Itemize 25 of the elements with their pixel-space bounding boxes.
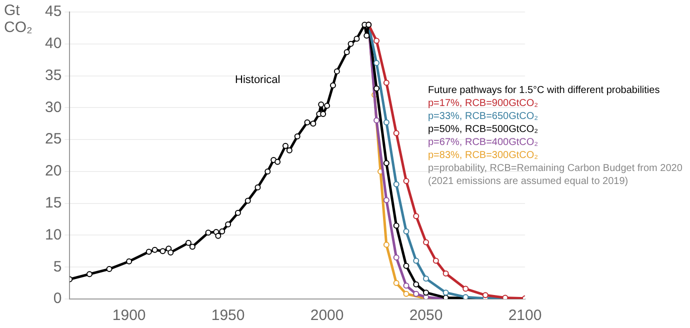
x-tick-label: 2000 — [310, 307, 344, 324]
x-tick-label: 2100 — [508, 307, 542, 324]
y-tick-label: 0 — [53, 290, 62, 308]
text: p=17%, RCB=900GtCO₂ — [428, 97, 540, 110]
x-tick-label: 1900 — [112, 307, 146, 324]
annotation: Historical — [235, 74, 280, 86]
legend-title: Future pathways for 1.5°C with different probabilities — [428, 84, 661, 97]
y-tick-label: 30 — [44, 98, 62, 116]
y-axis-title: Gt CO₂ — [4, 2, 34, 36]
text: p=83%, RCB=300GtCO₂ — [428, 149, 540, 162]
y-tick-label: 5 — [53, 258, 62, 276]
y-tick-label: 10 — [44, 226, 62, 244]
x-tick-label: 1950 — [211, 307, 245, 324]
x-tick-label: 2050 — [409, 307, 443, 324]
y-tick-label: 15 — [44, 194, 62, 212]
y-tick-label: 45 — [44, 3, 62, 20]
y-tick-label: 40 — [44, 35, 62, 52]
text: p=67%, RCB=400GtCO₂ — [428, 136, 540, 149]
text: p=33%, RCB=650GtCO₂ — [428, 110, 540, 123]
y-tick-label: 35 — [44, 66, 62, 84]
text: p=50%, RCB=500GtCO₂ — [428, 123, 540, 136]
y-tick-label: 20 — [44, 162, 62, 180]
y-tick-label: 25 — [44, 130, 62, 148]
annotation: (2021 emissions are assumed equal to 2019) — [428, 175, 630, 188]
annotation: p=probability, RCB=Remaining Carbon Budget from 2020 — [428, 162, 682, 175]
